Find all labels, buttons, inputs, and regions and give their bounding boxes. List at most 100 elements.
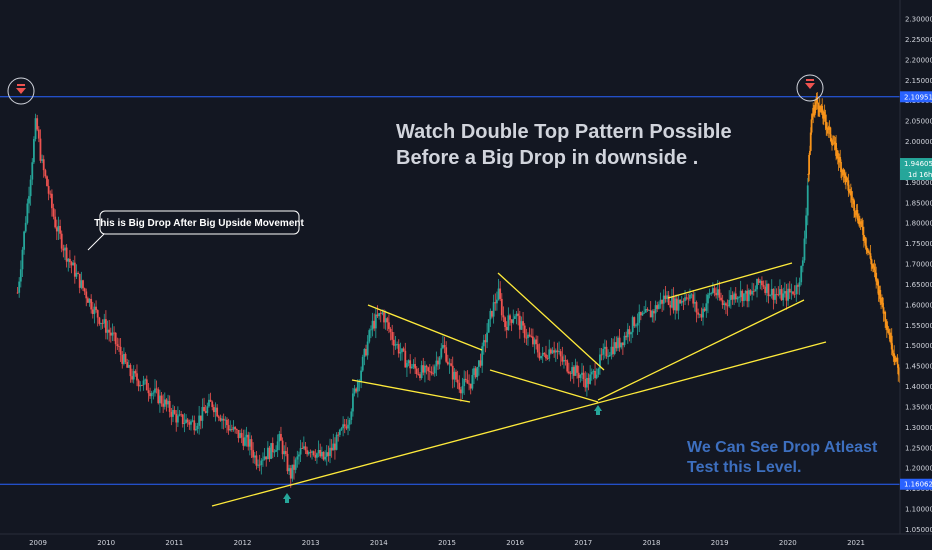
candles — [16, 113, 809, 488]
candle — [572, 365, 575, 384]
candle — [167, 394, 169, 408]
candle — [628, 325, 631, 342]
candle — [410, 363, 413, 369]
candle — [401, 348, 403, 361]
y-tick-label: 2.15000 — [905, 77, 932, 85]
candle — [114, 332, 117, 354]
candle — [466, 370, 469, 384]
y-axis[interactable]: 2.300002.250002.200002.150002.100002.050… — [899, 0, 932, 550]
candle — [82, 279, 84, 292]
candle — [378, 312, 381, 320]
candle — [111, 323, 114, 342]
candle — [486, 323, 488, 349]
candle — [738, 295, 740, 307]
candle — [610, 338, 613, 360]
candle — [597, 367, 600, 378]
candle — [790, 283, 793, 300]
candle — [31, 158, 34, 186]
candle — [196, 422, 199, 434]
candle — [761, 276, 763, 291]
candle — [386, 316, 389, 331]
wedge-lower-line — [489, 369, 599, 403]
candle — [247, 431, 250, 451]
candle — [515, 310, 518, 325]
candle — [306, 446, 309, 457]
candle — [118, 338, 120, 352]
candle — [764, 280, 767, 296]
candle — [695, 300, 698, 323]
candle — [566, 359, 569, 374]
candle — [446, 354, 449, 366]
candle — [147, 382, 150, 402]
candle — [617, 335, 619, 352]
candle — [613, 336, 616, 356]
candle — [644, 300, 647, 313]
candle — [703, 307, 706, 312]
candle — [746, 284, 749, 308]
candle — [590, 368, 593, 381]
x-axis[interactable]: 2009 2010 2011 2012 2013 2014 2015 2016 2017 2018… — [0, 533, 932, 550]
candle — [433, 364, 436, 377]
candle — [248, 432, 251, 456]
candle — [116, 337, 119, 351]
candle — [299, 439, 302, 463]
candle — [52, 203, 55, 220]
candle — [217, 414, 220, 422]
candle — [126, 358, 129, 368]
candle — [266, 441, 269, 460]
candle — [407, 359, 410, 367]
candle — [659, 292, 662, 309]
candle — [262, 452, 264, 467]
candle — [492, 294, 495, 324]
candle — [689, 288, 691, 302]
candle — [412, 359, 415, 370]
candle — [201, 398, 204, 429]
y-tick-label: 1.25000 — [905, 444, 932, 452]
candle — [227, 418, 230, 435]
candle — [24, 216, 27, 234]
candle — [769, 294, 772, 297]
candle — [563, 354, 565, 369]
candle — [808, 152, 811, 182]
candle — [780, 284, 783, 301]
candle — [582, 365, 585, 387]
candle — [36, 114, 39, 132]
bottom-2012-up-arrow-icon — [283, 493, 291, 503]
candle — [103, 313, 106, 328]
candle — [442, 335, 444, 350]
candle — [142, 375, 145, 391]
candle — [46, 175, 48, 187]
candle — [257, 459, 259, 469]
x-tick-label: 2016 — [506, 539, 524, 547]
candle — [463, 370, 466, 395]
candle — [329, 438, 331, 464]
candle — [646, 307, 649, 312]
candle — [54, 209, 57, 229]
y-tick-label: 1.40000 — [905, 383, 932, 391]
candle — [320, 446, 323, 459]
candle — [630, 331, 632, 344]
candle — [190, 419, 192, 431]
candle — [158, 389, 161, 413]
candle — [194, 422, 197, 432]
candle — [839, 149, 842, 163]
candle — [131, 368, 133, 383]
candle — [574, 358, 577, 376]
candle — [672, 287, 675, 314]
candle — [677, 294, 680, 320]
candle — [314, 449, 317, 461]
candle — [594, 362, 596, 386]
candle — [150, 390, 153, 404]
candle — [873, 259, 876, 278]
candle — [67, 257, 70, 272]
candle — [44, 168, 47, 179]
price-tags: 2.10951 1.94605 1d 16h 1.16062 — [900, 91, 932, 490]
candle — [858, 215, 861, 228]
candle — [119, 338, 122, 362]
trendlines — [211, 262, 827, 507]
candle — [682, 298, 685, 310]
candle — [427, 366, 430, 381]
candle — [821, 98, 824, 115]
candle — [731, 291, 734, 305]
